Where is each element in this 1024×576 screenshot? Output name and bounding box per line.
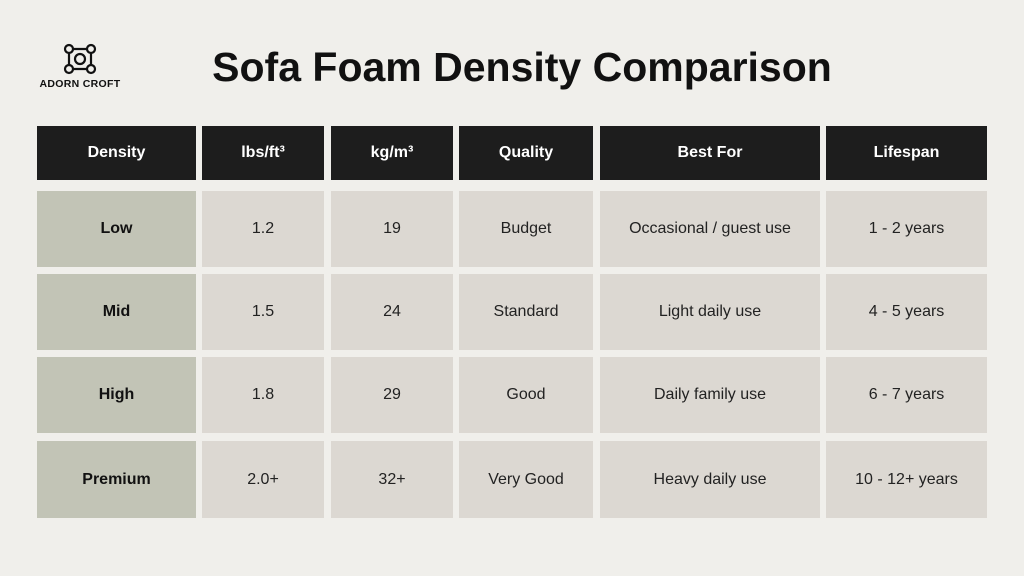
table-cell: 1 - 2 years — [826, 191, 987, 267]
table-cell: Daily family use — [600, 357, 820, 433]
table-cell: 32+ — [331, 441, 453, 518]
table-cell: 2.0+ — [202, 441, 324, 518]
table-cell: 6 - 7 years — [826, 357, 987, 433]
table-cell: 1.2 — [202, 191, 324, 267]
table-cell: Heavy daily use — [600, 441, 820, 518]
table-cell: 1.5 — [202, 274, 324, 350]
column-header: Quality — [459, 126, 593, 180]
brand: ADORN CROFT — [39, 78, 121, 90]
column-header: lbs/ft³ — [202, 126, 324, 180]
table-cell: Occasional / guest use — [600, 191, 820, 267]
row-header: High — [37, 357, 196, 433]
column-header: kg/m³ — [331, 126, 453, 180]
column-header: Density — [37, 126, 196, 180]
row-header: Premium — [37, 441, 196, 518]
row-header: Low — [37, 191, 196, 267]
logo-icon — [63, 43, 97, 75]
table-cell: Good — [459, 357, 593, 433]
column-header: Best For — [600, 126, 820, 180]
column-header: Lifespan — [826, 126, 987, 180]
table-cell: 29 — [331, 357, 453, 433]
row-header: Mid — [37, 274, 196, 350]
table-cell: Very Good — [459, 441, 593, 518]
table-cell: Light daily use — [600, 274, 820, 350]
table-cell: 4 - 5 years — [826, 274, 987, 350]
table-cell: 1.8 — [202, 357, 324, 433]
table-cell: 19 — [331, 191, 453, 267]
title: Sofa Foam Density Comparison — [212, 44, 832, 90]
table-cell: 24 — [331, 274, 453, 350]
table-cell: Budget — [459, 191, 593, 267]
table-cell: 10 - 12+ years — [826, 441, 987, 518]
table-cell: Standard — [459, 274, 593, 350]
